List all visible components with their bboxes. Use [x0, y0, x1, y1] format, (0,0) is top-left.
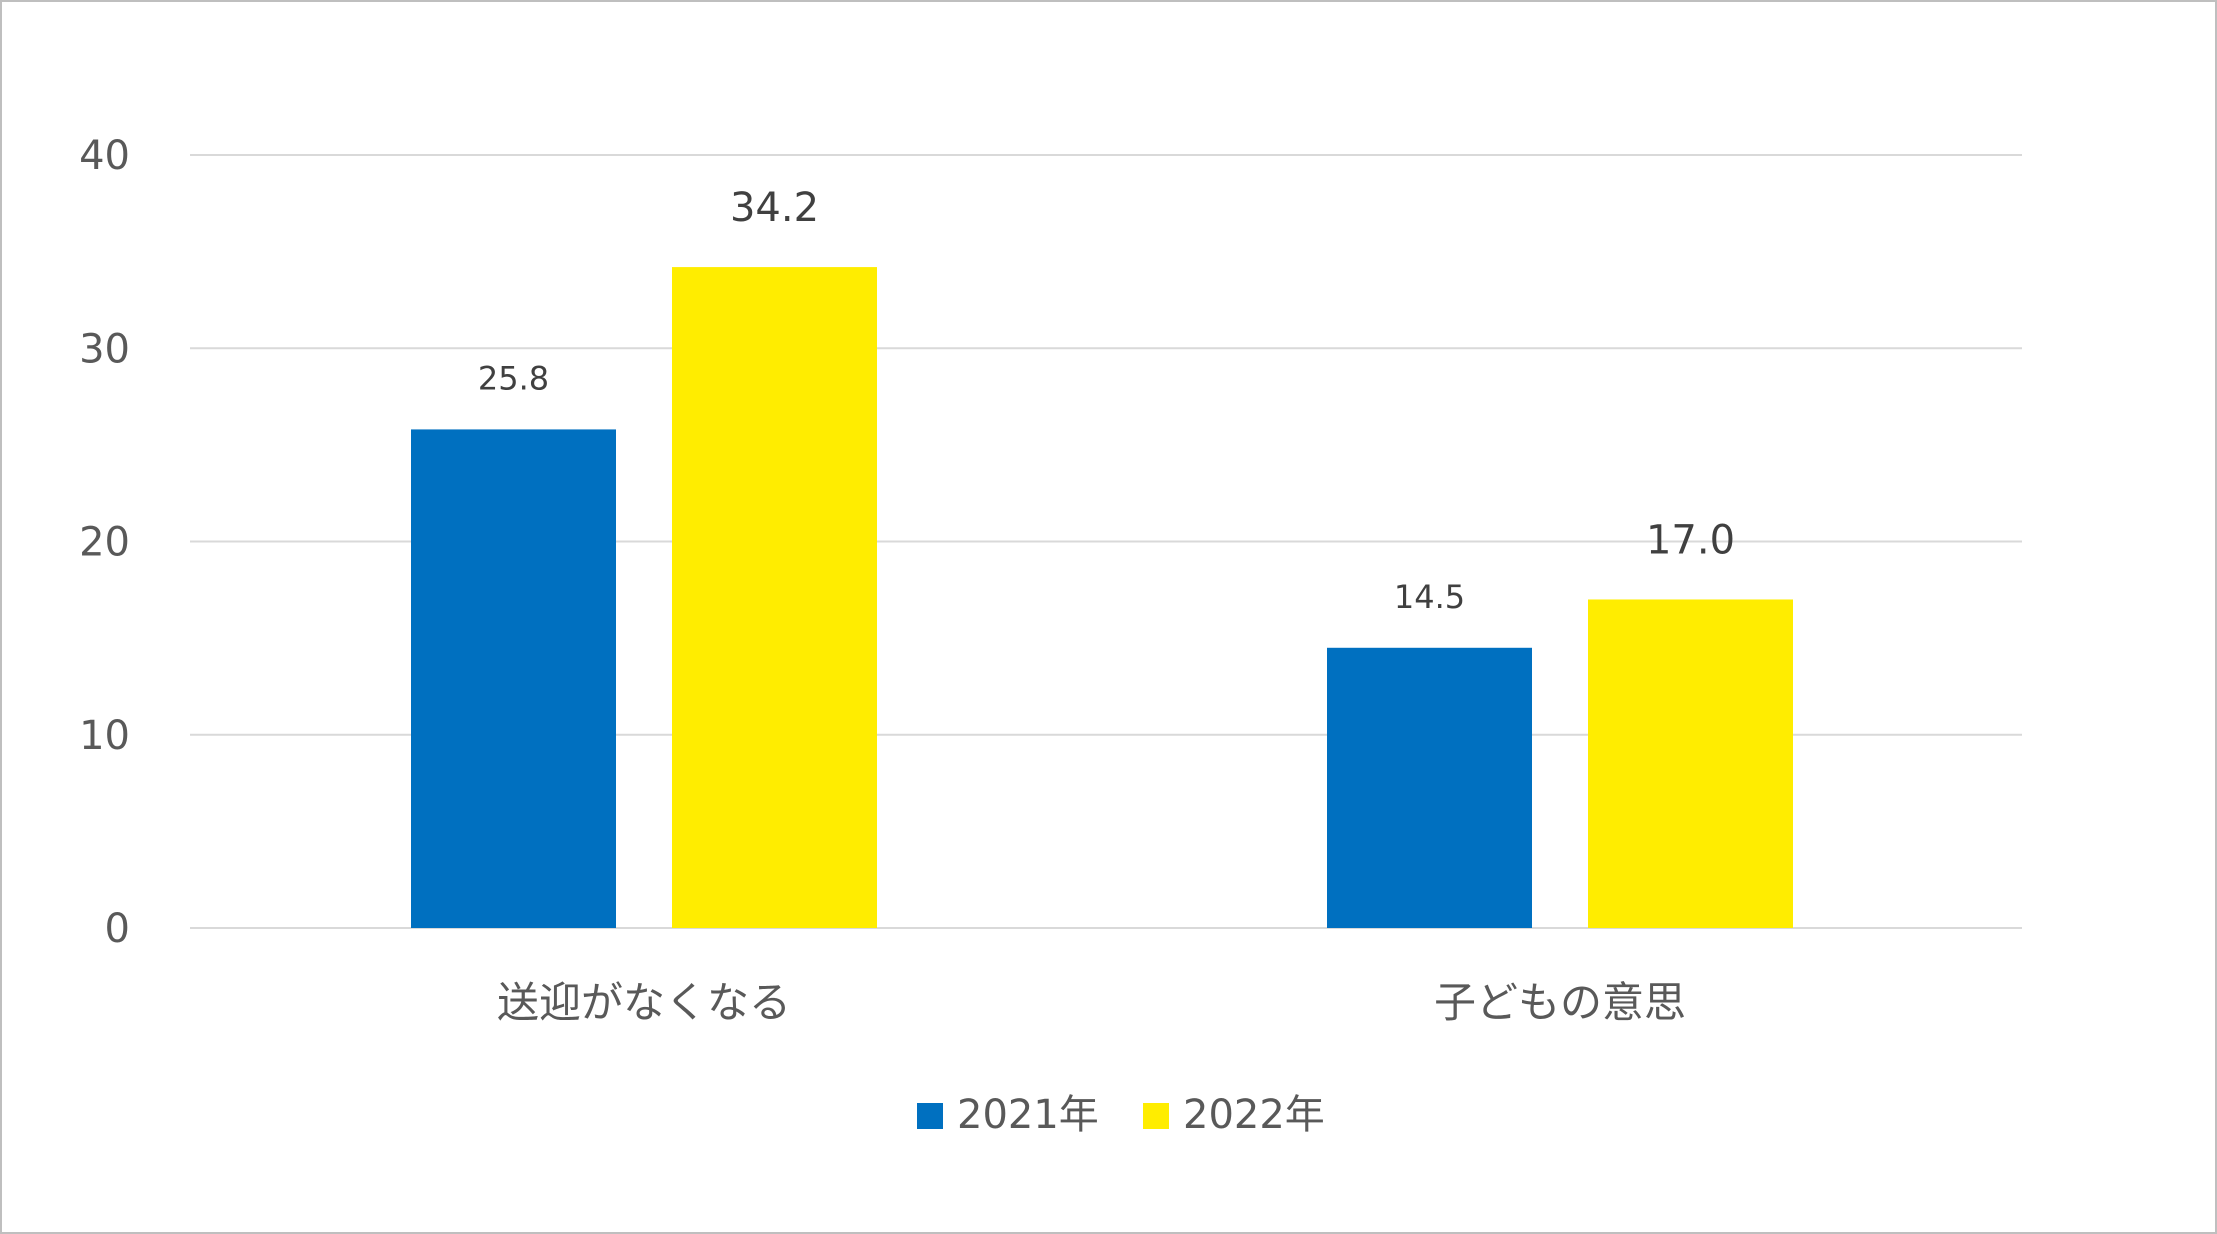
legend-swatch: [1143, 1103, 1169, 1129]
data-labels: 25.8 14.5 34.2 17.0: [478, 185, 1735, 616]
data-label: 34.2: [730, 185, 819, 231]
x-category-label: 子どもの意思: [1434, 978, 1686, 1027]
legend-label: 2021年: [957, 1092, 1099, 1138]
y-tick-label: 40: [79, 133, 130, 179]
y-tick-label: 10: [79, 713, 130, 759]
data-label: 17.0: [1646, 517, 1735, 563]
data-label: 25.8: [478, 359, 549, 397]
bar: [411, 429, 616, 928]
y-axis-ticks: 0 10 20 30 40: [79, 133, 130, 952]
y-tick-label: 30: [79, 326, 130, 372]
legend-swatch: [917, 1103, 943, 1129]
y-tick-label: 0: [105, 906, 130, 952]
data-label: 14.5: [1394, 578, 1465, 616]
x-category-label: 送迎がなくなる: [497, 978, 791, 1027]
legend: 2021年 2022年: [917, 1092, 1325, 1138]
y-tick-label: 20: [79, 520, 130, 566]
bar: [1327, 647, 1532, 928]
legend-label: 2022年: [1183, 1092, 1325, 1138]
bars: [411, 267, 1793, 929]
x-axis-categories: 送迎がなくなる 子どもの意思: [497, 978, 1686, 1027]
bar: [1588, 599, 1793, 928]
bar: [672, 267, 877, 929]
